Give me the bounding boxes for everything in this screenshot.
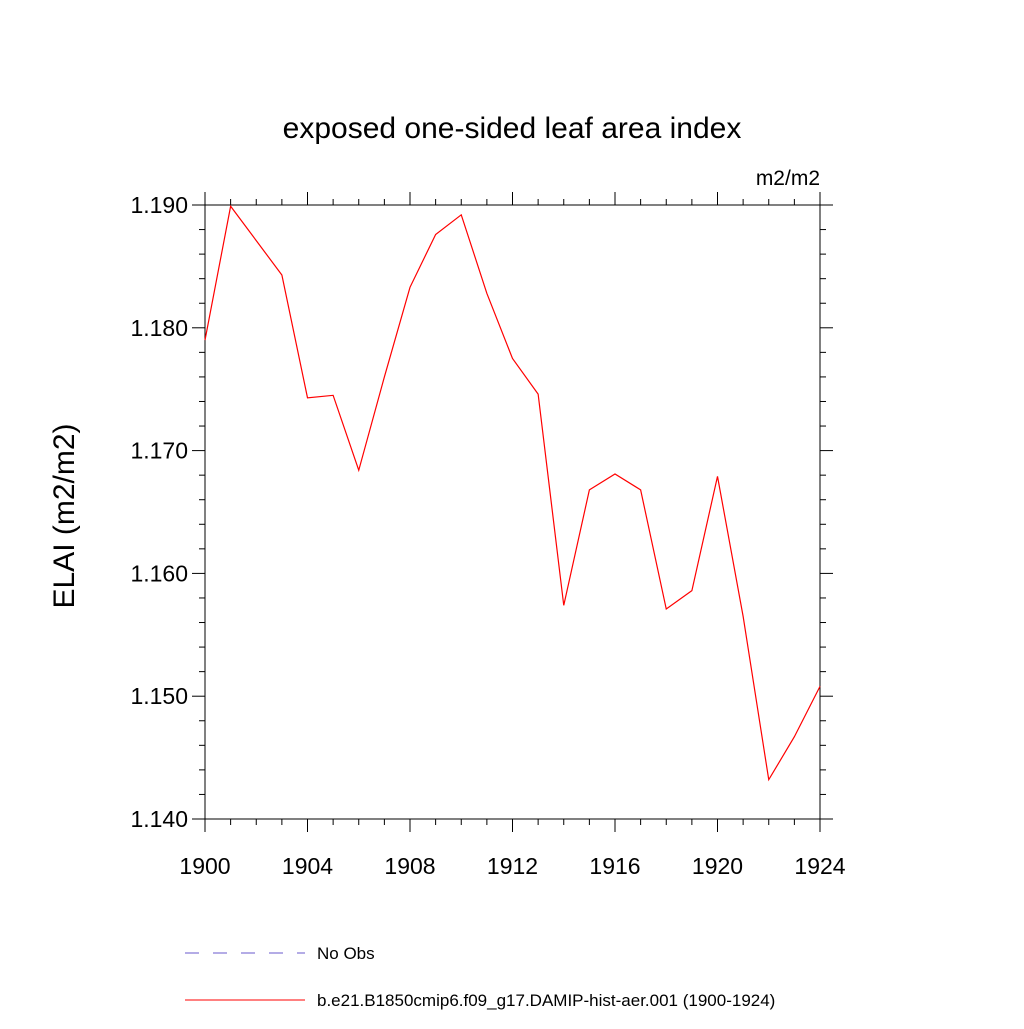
legend-label: b.e21.B1850cmip6.f09_g17.DAMIP-hist-aer.… <box>317 991 775 1010</box>
x-tick-label: 1900 <box>179 853 230 879</box>
y-tick-label: 1.160 <box>130 560 188 586</box>
units-label: m2/m2 <box>756 167 820 190</box>
x-tick-label: 1912 <box>487 853 538 879</box>
y-tick-label: 1.170 <box>130 438 188 464</box>
plot-frame <box>204 204 821 820</box>
series-line <box>204 204 821 782</box>
x-tick-label: 1920 <box>692 853 743 879</box>
x-tick-label: 1916 <box>589 853 640 879</box>
chart-title: exposed one-sided leaf area index <box>283 112 742 145</box>
x-tick-label: 1904 <box>282 853 333 879</box>
y-tick-label: 1.190 <box>130 192 188 218</box>
y-tick-label: 1.150 <box>130 683 188 709</box>
y-tick-label: 1.140 <box>130 806 188 832</box>
series-layer <box>204 204 821 782</box>
x-tick-label: 1908 <box>384 853 435 879</box>
legend: No Obs b.e21.B1850cmip6.f09_g17.DAMIP-his… <box>185 944 775 1010</box>
ticks-layer: 1900 1904 1908 1912 1916 1920 1924 1.140 1.150 1.… <box>130 192 846 879</box>
legend-label: No Obs <box>317 944 375 963</box>
y-axis-title: ELAI (m2/m2) <box>48 423 81 608</box>
x-tick-label: 1924 <box>794 853 845 879</box>
y-tick-label: 1.180 <box>130 315 188 341</box>
